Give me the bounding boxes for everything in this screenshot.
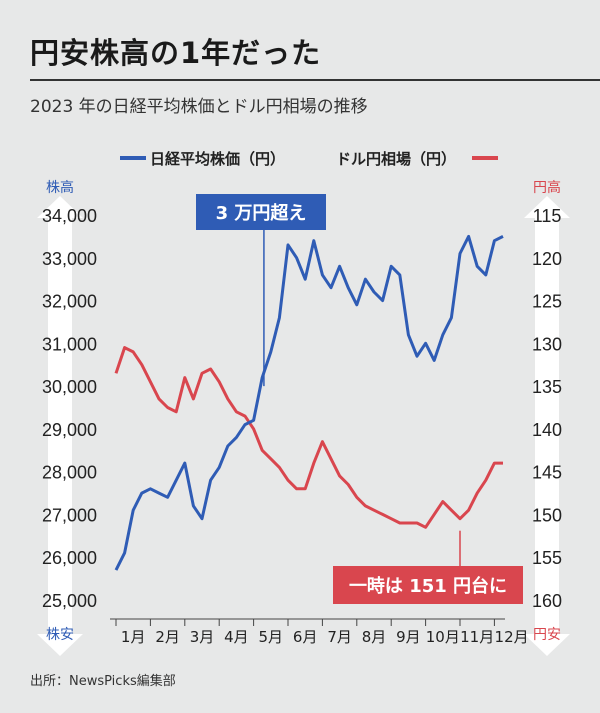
y-left-tick: 30,000 xyxy=(42,377,97,397)
chart-subtitle: 2023 年の日経平均株価とドル円相場の推移 xyxy=(30,97,368,117)
y-right-tick: 155 xyxy=(532,548,562,568)
y-left-tick: 34,000 xyxy=(42,206,97,226)
y-left-tick: 32,000 xyxy=(42,292,97,312)
y-right-tick: 140 xyxy=(532,420,562,440)
annotation-151-text: 一時は 151 円台に xyxy=(349,575,507,597)
legend: 日経平均株価（円） ドル円相場（円） xyxy=(120,150,498,168)
source-note: 出所：NewsPicks編集部 xyxy=(30,674,176,689)
x-tick-label: 10月 xyxy=(426,628,460,646)
y-left-ticks: 34,000 33,000 32,000 31,000 30,000 29,000 28,0… xyxy=(42,206,97,611)
usdjpy-line xyxy=(114,346,503,529)
title-rule xyxy=(30,79,600,81)
legend-usdjpy-label: ドル円相場（円） xyxy=(336,150,456,168)
y-left-tick: 33,000 xyxy=(42,249,97,269)
y-right-tick: 135 xyxy=(532,377,562,397)
x-tick-label: 5月 xyxy=(259,628,284,646)
y-left-tick: 31,000 xyxy=(42,334,97,354)
x-tick-label: 9月 xyxy=(396,628,421,646)
legend-nikkei-label: 日経平均株価（円） xyxy=(150,150,285,168)
annotation-30000-box xyxy=(196,194,326,230)
y-left-tick: 28,000 xyxy=(42,463,97,483)
y-right-tick: 130 xyxy=(532,334,562,354)
x-tick-label: 2月 xyxy=(155,628,180,646)
left-axis-arrow xyxy=(37,196,83,656)
x-tick-label: 8月 xyxy=(362,628,387,646)
y-right-tick: 120 xyxy=(532,249,562,269)
annotation-151-box xyxy=(333,566,523,604)
x-tick-label: 6月 xyxy=(293,628,318,646)
x-tick-label: 4月 xyxy=(224,628,249,646)
x-tick-label: 11月 xyxy=(460,628,494,646)
left-axis-bottom-label: 株安 xyxy=(46,627,74,643)
x-tick-label: 12月 xyxy=(495,628,529,646)
y-right-tick: 160 xyxy=(532,591,562,611)
y-right-ticks: 115 120 125 130 135 140 145 150 155 160 xyxy=(532,206,562,611)
right-axis-top-label: 円高 xyxy=(533,179,561,196)
y-right-tick: 145 xyxy=(532,463,562,483)
y-left-tick: 25,000 xyxy=(42,591,97,611)
chart-title: 円安株高の1年だった xyxy=(30,36,322,70)
right-axis-bottom-label: 円安 xyxy=(533,627,561,643)
y-right-tick: 125 xyxy=(532,292,562,312)
x-tick-label: 7月 xyxy=(327,628,352,646)
right-axis-arrow xyxy=(524,196,570,656)
left-axis-top-label: 株高 xyxy=(46,179,74,196)
x-tick-label: 3月 xyxy=(190,628,215,646)
nikkei-line xyxy=(114,234,504,571)
x-ticks: 1月 2月 3月 4月 5月 6月 7月 8月 9月 10月 11月 12月 xyxy=(115,619,529,646)
y-left-tick: 27,000 xyxy=(42,505,97,525)
y-left-tick: 26,000 xyxy=(42,548,97,568)
y-left-tick: 29,000 xyxy=(42,420,97,440)
x-tick-label: 1月 xyxy=(121,628,146,646)
y-right-tick: 115 xyxy=(533,206,562,226)
y-right-tick: 150 xyxy=(532,505,562,525)
annotation-30000-text: 3 万円超え xyxy=(216,202,307,224)
